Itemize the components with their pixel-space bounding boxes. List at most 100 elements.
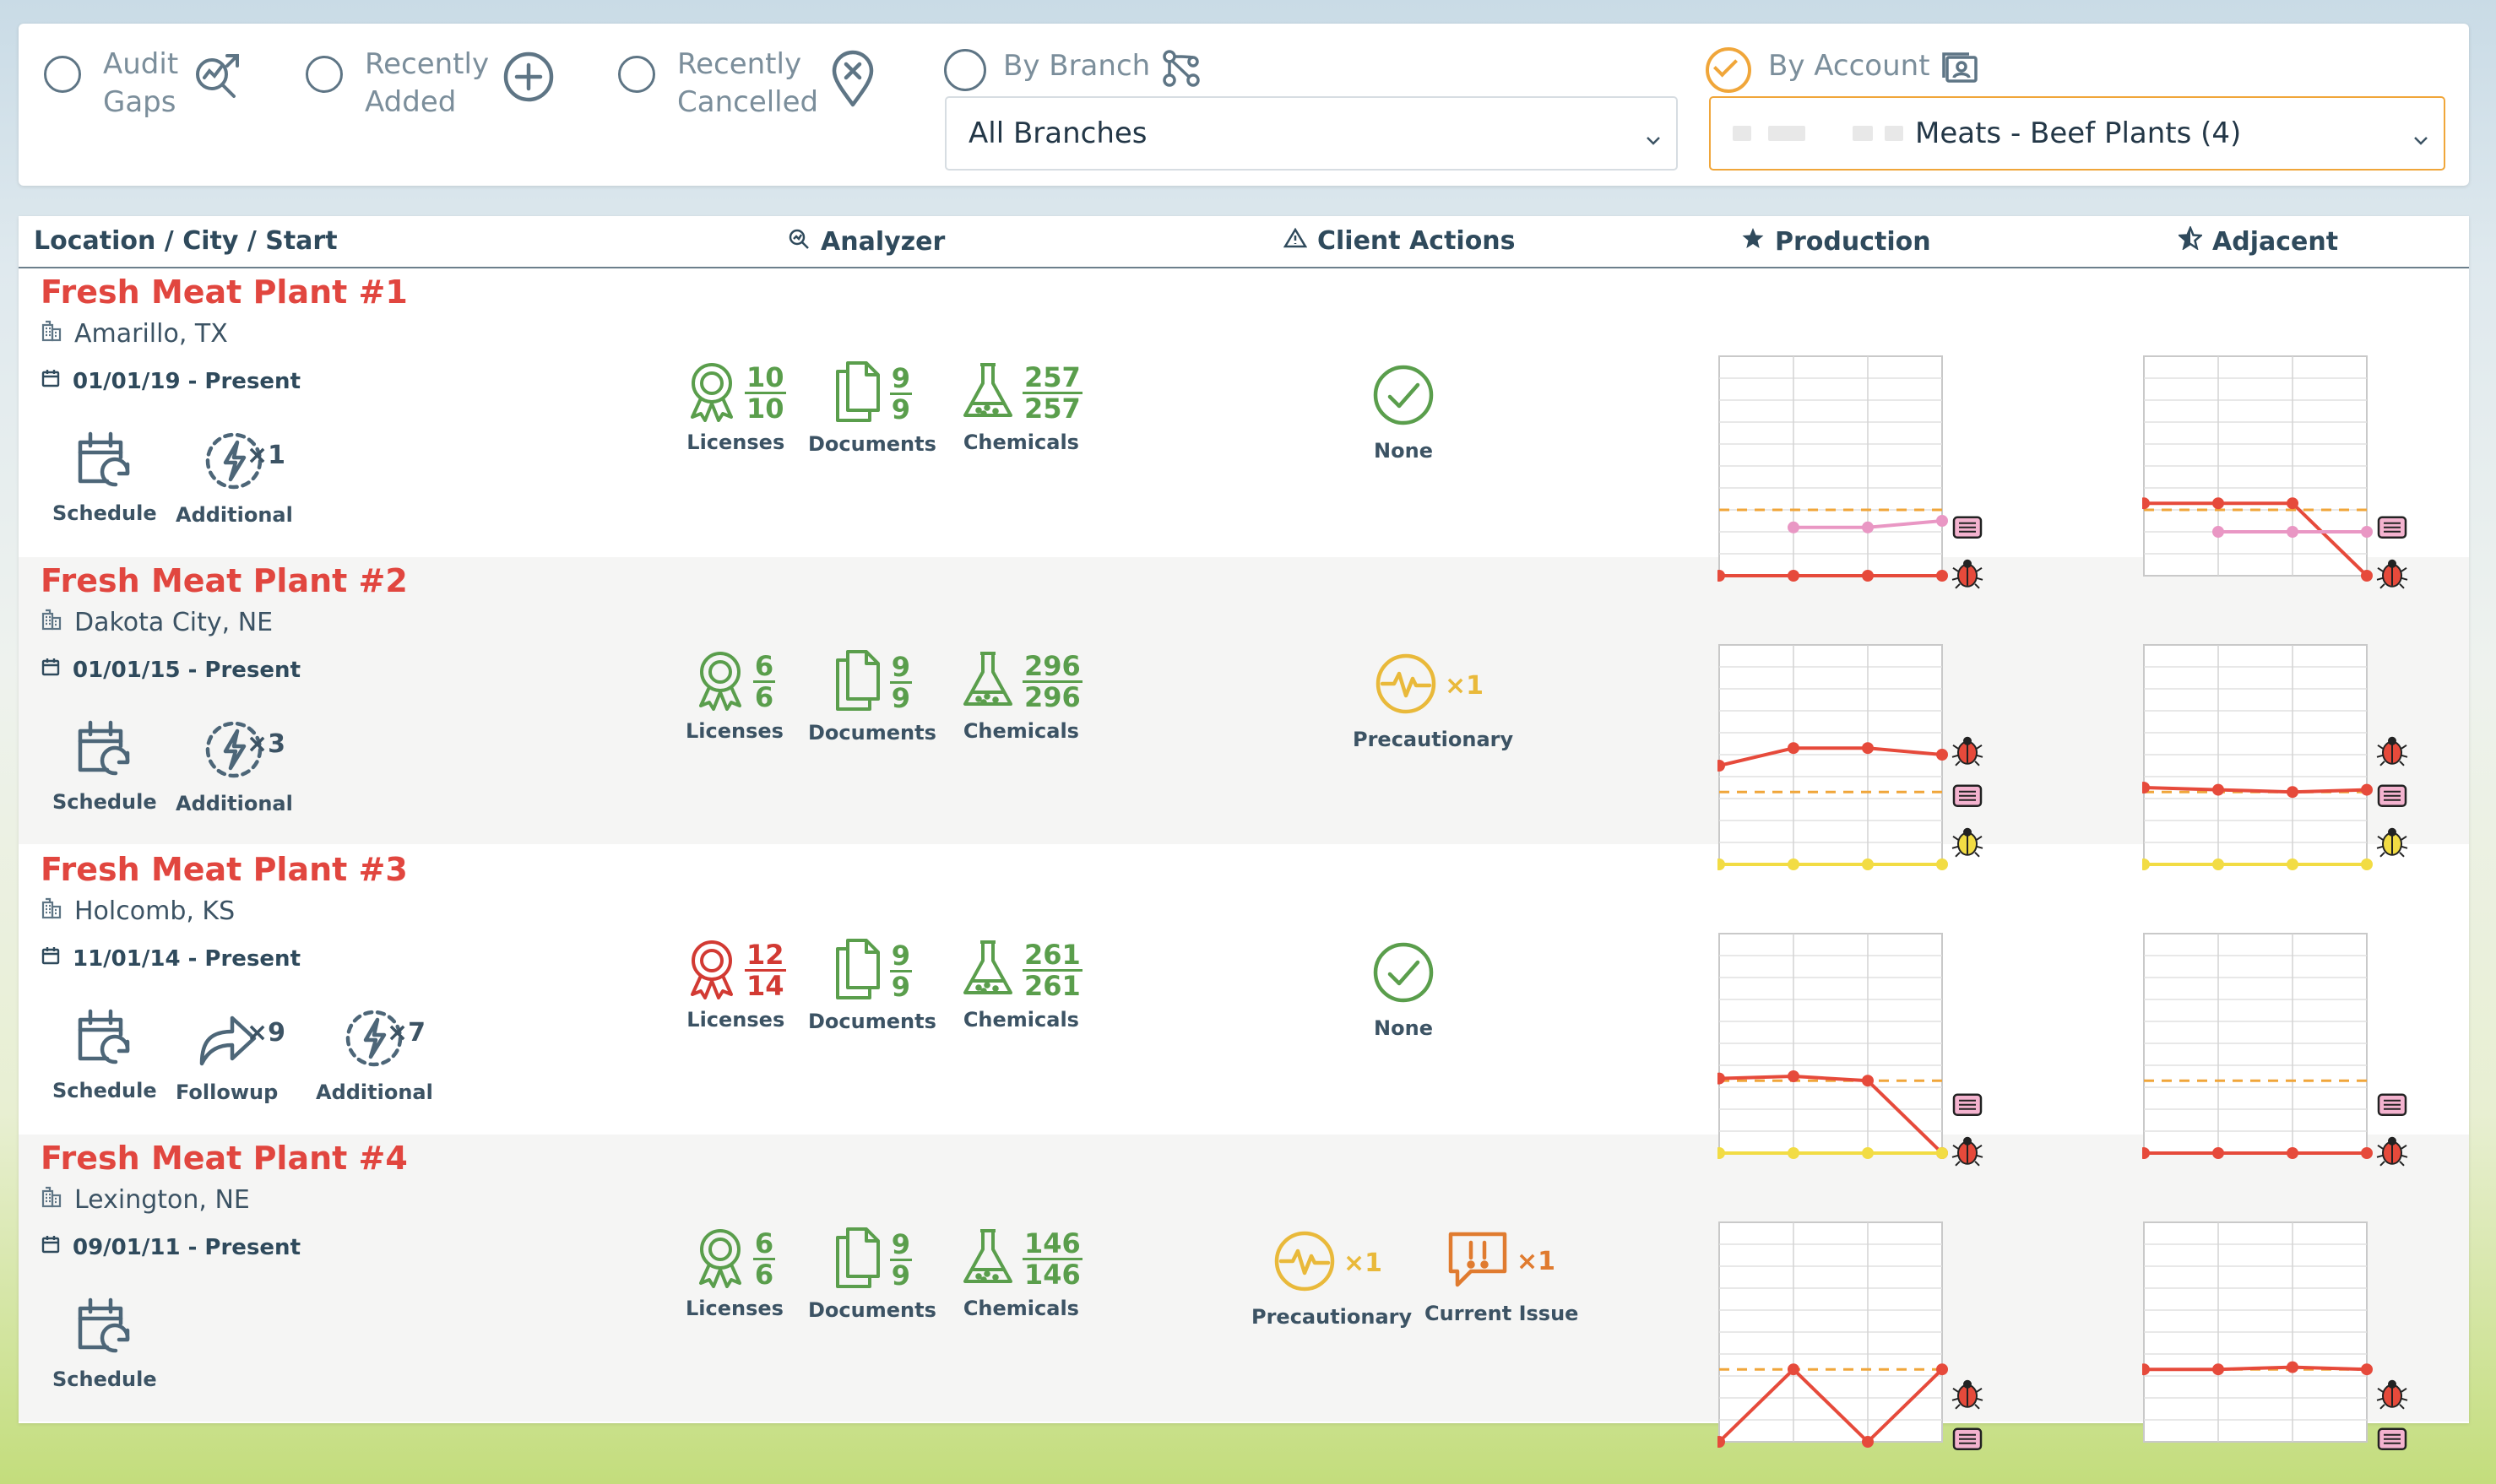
red-bug-marker[interactable] [1951,736,1983,766]
filter-by-account[interactable]: By Account [1706,24,1979,93]
numerator: 6 [752,649,776,683]
adjacent-chart[interactable] [2138,643,2424,891]
filter-recently-cancelled[interactable]: Recently Cancelled [618,24,876,122]
pink-box-marker[interactable] [1952,1427,1983,1451]
branch-select[interactable]: All Branches [945,96,1678,171]
warning-triangle-icon [1283,226,1308,256]
yellow-bug-marker[interactable] [1951,827,1983,858]
chemicals-icon [960,1226,1016,1292]
numerator: 6 [752,1227,776,1260]
documents-metric[interactable]: 9 9 Documents [808,648,936,745]
data-point [1788,521,1799,533]
current-issue-action[interactable]: ×1 Current Issue [1424,1229,1578,1325]
col-client-actions[interactable]: Client Actions [1283,226,1516,256]
table-row[interactable]: Fresh Meat Plant #3 Holcomb, KS 11/01/14 -… [19,846,2469,1133]
licenses-metric[interactable]: 12 14 Licenses [686,937,786,1032]
additional-button[interactable]: ×3 Additional [176,718,293,815]
by-branch-radio[interactable] [944,49,986,91]
plant-name[interactable]: Fresh Meat Plant #1 [41,274,408,311]
data-point [1788,1070,1799,1082]
client-action-label: None [1374,1016,1433,1040]
data-point [2212,526,2224,538]
red-bug-marker[interactable] [2376,559,2408,589]
adjacent-chart[interactable] [2138,355,2424,603]
adjacent-chart[interactable] [2138,1221,2424,1469]
additional-button[interactable]: ×7 Additional [316,1006,433,1104]
plant-name[interactable]: Fresh Meat Plant #2 [41,562,408,599]
chemicals-metric[interactable]: 261 261 Chemicals [960,937,1083,1032]
data-point [2361,858,2373,870]
yellow-bug-marker[interactable] [2376,827,2408,858]
red-bug-marker[interactable] [1951,1379,1983,1410]
precautionary-action[interactable]: ×1 Precautionary [1251,1229,1412,1329]
pink-box-marker[interactable] [1952,516,1983,539]
production-chart[interactable] [1713,643,2000,891]
followup-button[interactable]: ×9 Followup [176,1006,285,1104]
pink-box-marker[interactable] [1952,784,1983,808]
none-action[interactable]: None [1353,363,1454,463]
by-account-radio[interactable] [1706,47,1751,93]
filter-by-branch[interactable]: By Branch [944,24,1201,91]
schedule-button[interactable]: Schedule [52,1295,157,1391]
series-line [2144,501,2368,577]
series-line [1718,1074,1944,1155]
filter-audit-gaps[interactable]: Audit Gaps [44,24,242,122]
pink-box-marker[interactable] [2377,516,2407,539]
plants-table: Location / City / Start Analyzer Client … [19,216,2469,1423]
production-chart[interactable] [1713,932,2000,1180]
recently-added-radio[interactable] [306,56,343,93]
filter-recently-added[interactable]: Recently Added [306,24,556,122]
schedule-button[interactable]: Schedule [52,718,157,814]
documents-metric[interactable]: 9 9 Documents [808,1226,936,1322]
col-location[interactable]: Location / City / Start [34,226,338,256]
adjacent-chart[interactable] [2138,932,2424,1180]
red-bug-marker[interactable] [1951,559,1983,589]
documents-metric[interactable]: 9 9 Documents [808,360,936,456]
plant-start-label: 01/01/19 - Present [73,368,301,394]
audit-gaps-radio[interactable] [44,56,81,93]
col-production[interactable]: Production [1741,226,1931,257]
action-label: Schedule [52,1079,157,1102]
table-row[interactable]: Fresh Meat Plant #1 Amarillo, TX 01/01/19 … [19,268,2469,555]
col-adjacent[interactable]: Adjacent [2177,225,2338,257]
red-bug-marker[interactable] [1951,1136,1983,1167]
pink-box-marker[interactable] [1952,1093,1983,1117]
data-point [1862,1075,1874,1087]
data-point [2212,497,2224,510]
additional-button[interactable]: ×1 Additional [176,429,293,527]
schedule-icon [73,1006,136,1072]
production-chart[interactable] [1713,355,2000,603]
recently-cancelled-radio[interactable] [618,56,655,93]
none-action[interactable]: None [1353,940,1454,1040]
red-bug-marker[interactable] [2376,736,2408,766]
pink-box-marker[interactable] [2377,1427,2407,1451]
chevron-down-icon [2412,123,2430,157]
table-row[interactable]: Fresh Meat Plant #4 Lexington, NE 09/01/11… [19,1135,2469,1422]
plant-start-date: 09/01/11 - Present [41,1234,301,1260]
chemicals-metric[interactable]: 146 146 Chemicals [960,1226,1083,1320]
account-select[interactable]: Meats - Beef Plants (4) [1709,96,2445,171]
data-point [1862,1436,1874,1448]
table-row[interactable]: Fresh Meat Plant #2 Dakota City, NE 01/01/… [19,557,2469,844]
license-icon [694,648,746,714]
precautionary-action[interactable]: ×1 Precautionary [1353,652,1513,751]
production-chart[interactable] [1713,1221,2000,1469]
pink-box-marker[interactable] [2377,784,2407,808]
data-point [2361,783,2373,796]
pink-box-marker[interactable] [2377,1093,2407,1117]
schedule-button[interactable]: Schedule [52,429,157,525]
licenses-metric[interactable]: 6 6 Licenses [686,648,784,744]
schedule-button[interactable]: Schedule [52,1006,157,1102]
followup-icon [195,1006,259,1074]
documents-label: Documents [808,721,936,745]
chemicals-metric[interactable]: 257 257 Chemicals [960,360,1083,454]
red-bug-marker[interactable] [2376,1136,2408,1167]
red-bug-marker[interactable] [2376,1379,2408,1410]
licenses-metric[interactable]: 10 10 Licenses [686,360,786,454]
chemicals-metric[interactable]: 296 296 Chemicals [960,648,1083,743]
col-analyzer[interactable]: Analyzer [787,226,945,257]
plant-name[interactable]: Fresh Meat Plant #3 [41,851,408,888]
documents-metric[interactable]: 9 9 Documents [808,937,936,1033]
licenses-metric[interactable]: 6 6 Licenses [686,1226,784,1321]
plant-name[interactable]: Fresh Meat Plant #4 [41,1140,408,1177]
